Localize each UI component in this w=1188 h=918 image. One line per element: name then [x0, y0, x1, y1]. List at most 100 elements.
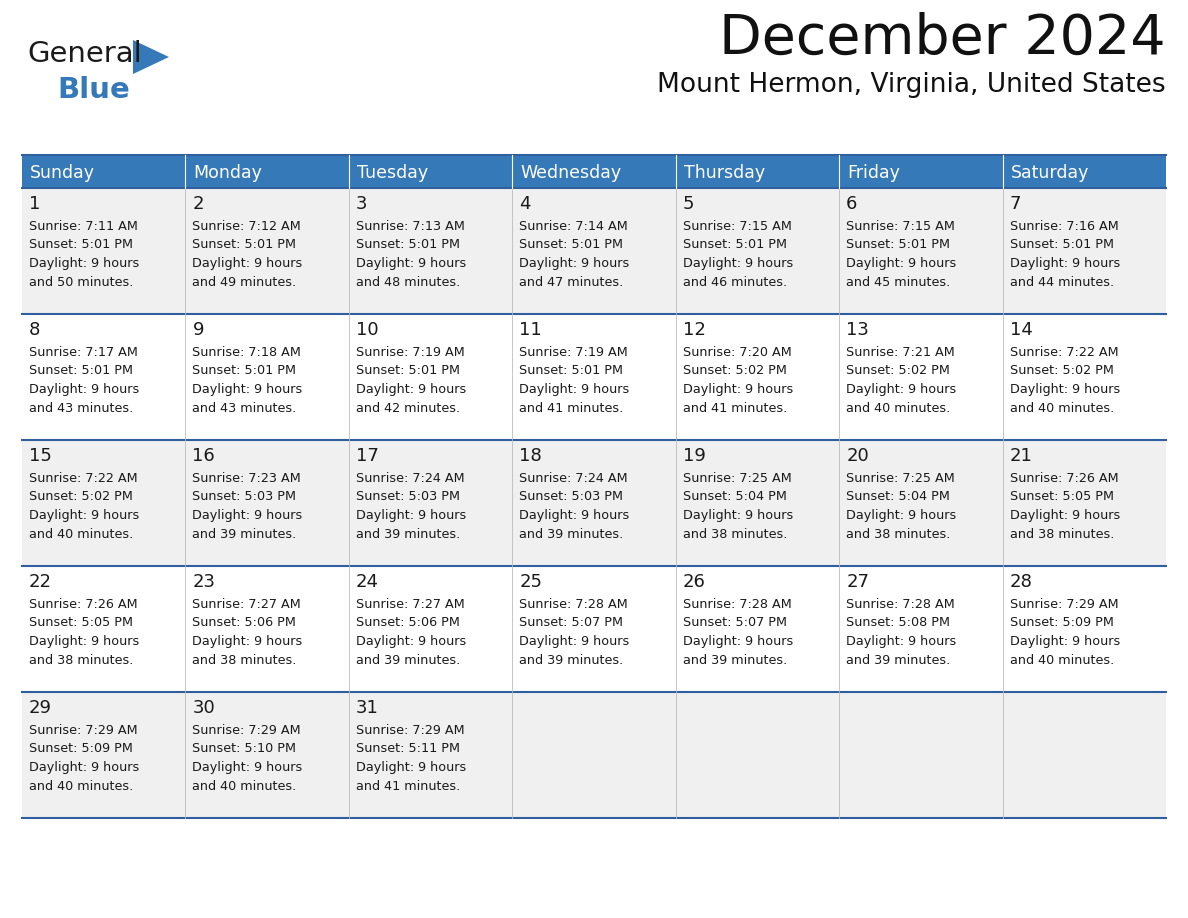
Text: Sunset: 5:09 PM: Sunset: 5:09 PM: [29, 743, 133, 756]
Text: 8: 8: [29, 321, 40, 339]
Text: Daylight: 9 hours: Daylight: 9 hours: [683, 257, 792, 270]
Text: Daylight: 9 hours: Daylight: 9 hours: [519, 635, 630, 648]
Text: Sunrise: 7:28 AM: Sunrise: 7:28 AM: [519, 598, 628, 611]
Text: Daylight: 9 hours: Daylight: 9 hours: [846, 635, 956, 648]
Text: 19: 19: [683, 447, 706, 465]
Text: and 44 minutes.: and 44 minutes.: [1010, 275, 1113, 288]
Text: Sunrise: 7:22 AM: Sunrise: 7:22 AM: [1010, 346, 1118, 359]
Text: and 47 minutes.: and 47 minutes.: [519, 275, 624, 288]
Text: and 40 minutes.: and 40 minutes.: [1010, 401, 1114, 415]
Bar: [23, 440, 1165, 566]
Text: Sunset: 5:01 PM: Sunset: 5:01 PM: [29, 364, 133, 377]
Text: Sunrise: 7:16 AM: Sunrise: 7:16 AM: [1010, 220, 1118, 233]
Text: Sunset: 5:06 PM: Sunset: 5:06 PM: [356, 617, 460, 630]
Text: 17: 17: [356, 447, 379, 465]
Text: Daylight: 9 hours: Daylight: 9 hours: [29, 257, 139, 270]
Text: 13: 13: [846, 321, 868, 339]
Text: 18: 18: [519, 447, 542, 465]
Text: Sunrise: 7:28 AM: Sunrise: 7:28 AM: [683, 598, 791, 611]
Text: and 48 minutes.: and 48 minutes.: [356, 275, 460, 288]
Text: Sunrise: 7:23 AM: Sunrise: 7:23 AM: [192, 472, 302, 485]
Text: and 43 minutes.: and 43 minutes.: [192, 401, 297, 415]
Text: Daylight: 9 hours: Daylight: 9 hours: [1010, 257, 1120, 270]
Bar: [512, 155, 676, 188]
Text: and 38 minutes.: and 38 minutes.: [192, 654, 297, 666]
Text: Sunrise: 7:27 AM: Sunrise: 7:27 AM: [356, 598, 465, 611]
Text: Daylight: 9 hours: Daylight: 9 hours: [356, 761, 466, 774]
Text: Sunrise: 7:13 AM: Sunrise: 7:13 AM: [356, 220, 465, 233]
Text: Daylight: 9 hours: Daylight: 9 hours: [356, 257, 466, 270]
Text: and 50 minutes.: and 50 minutes.: [29, 275, 133, 288]
Text: Saturday: Saturday: [1011, 163, 1089, 182]
Text: Sunrise: 7:27 AM: Sunrise: 7:27 AM: [192, 598, 302, 611]
Text: Sunset: 5:08 PM: Sunset: 5:08 PM: [846, 617, 950, 630]
Text: Sunset: 5:02 PM: Sunset: 5:02 PM: [29, 490, 133, 503]
Text: Sunset: 5:01 PM: Sunset: 5:01 PM: [846, 239, 950, 252]
Text: Sunset: 5:03 PM: Sunset: 5:03 PM: [192, 490, 297, 503]
Text: 31: 31: [356, 699, 379, 717]
Text: and 49 minutes.: and 49 minutes.: [192, 275, 297, 288]
Text: Sunrise: 7:26 AM: Sunrise: 7:26 AM: [29, 598, 138, 611]
Text: Daylight: 9 hours: Daylight: 9 hours: [192, 257, 303, 270]
Text: 11: 11: [519, 321, 542, 339]
Text: Monday: Monday: [194, 163, 263, 182]
Text: Sunrise: 7:25 AM: Sunrise: 7:25 AM: [846, 472, 955, 485]
Text: Sunset: 5:03 PM: Sunset: 5:03 PM: [519, 490, 624, 503]
Text: Daylight: 9 hours: Daylight: 9 hours: [846, 383, 956, 396]
Text: Sunset: 5:06 PM: Sunset: 5:06 PM: [192, 617, 296, 630]
Text: Friday: Friday: [847, 163, 901, 182]
Text: Sunrise: 7:14 AM: Sunrise: 7:14 AM: [519, 220, 628, 233]
Bar: [185, 155, 349, 188]
Text: Sunrise: 7:29 AM: Sunrise: 7:29 AM: [192, 724, 301, 737]
Text: 4: 4: [519, 195, 531, 213]
Text: Sunday: Sunday: [27, 37, 32, 38]
Text: Daylight: 9 hours: Daylight: 9 hours: [1010, 509, 1120, 522]
Text: Sunrise: 7:25 AM: Sunrise: 7:25 AM: [683, 472, 791, 485]
Text: Sunrise: 7:19 AM: Sunrise: 7:19 AM: [519, 346, 628, 359]
Text: Daylight: 9 hours: Daylight: 9 hours: [846, 257, 956, 270]
Text: and 39 minutes.: and 39 minutes.: [683, 654, 786, 666]
Text: Daylight: 9 hours: Daylight: 9 hours: [192, 635, 303, 648]
Text: and 45 minutes.: and 45 minutes.: [846, 275, 950, 288]
Text: 27: 27: [846, 573, 870, 591]
Text: Sunrise: 7:12 AM: Sunrise: 7:12 AM: [192, 220, 302, 233]
Bar: [23, 692, 1165, 818]
Text: Sunset: 5:01 PM: Sunset: 5:01 PM: [356, 239, 460, 252]
Text: Sunrise: 7:19 AM: Sunrise: 7:19 AM: [356, 346, 465, 359]
Text: Daylight: 9 hours: Daylight: 9 hours: [29, 509, 139, 522]
Text: 1: 1: [29, 195, 40, 213]
Text: Daylight: 9 hours: Daylight: 9 hours: [29, 383, 139, 396]
Text: Sunset: 5:03 PM: Sunset: 5:03 PM: [356, 490, 460, 503]
Polygon shape: [133, 40, 169, 74]
Text: Sunset: 5:01 PM: Sunset: 5:01 PM: [356, 364, 460, 377]
Text: 24: 24: [356, 573, 379, 591]
Text: Sunset: 5:05 PM: Sunset: 5:05 PM: [29, 617, 133, 630]
Text: and 42 minutes.: and 42 minutes.: [356, 401, 460, 415]
Text: and 46 minutes.: and 46 minutes.: [683, 275, 786, 288]
Text: and 38 minutes.: and 38 minutes.: [29, 654, 133, 666]
Text: Daylight: 9 hours: Daylight: 9 hours: [683, 635, 792, 648]
Text: and 41 minutes.: and 41 minutes.: [683, 401, 786, 415]
Text: 3: 3: [356, 195, 367, 213]
Text: 22: 22: [29, 573, 52, 591]
Text: and 38 minutes.: and 38 minutes.: [1010, 528, 1114, 541]
Bar: [23, 314, 1165, 440]
Text: Daylight: 9 hours: Daylight: 9 hours: [356, 383, 466, 396]
Text: and 39 minutes.: and 39 minutes.: [356, 528, 460, 541]
Text: and 39 minutes.: and 39 minutes.: [519, 528, 624, 541]
Text: Daylight: 9 hours: Daylight: 9 hours: [1010, 383, 1120, 396]
Text: Sunrise: 7:29 AM: Sunrise: 7:29 AM: [29, 724, 138, 737]
Text: Sunrise: 7:20 AM: Sunrise: 7:20 AM: [683, 346, 791, 359]
Text: 10: 10: [356, 321, 379, 339]
Text: and 40 minutes.: and 40 minutes.: [29, 779, 133, 792]
Text: Sunset: 5:01 PM: Sunset: 5:01 PM: [29, 239, 133, 252]
Text: Daylight: 9 hours: Daylight: 9 hours: [1010, 635, 1120, 648]
Text: Mount Hermon, Virginia, United States: Mount Hermon, Virginia, United States: [657, 72, 1165, 98]
Text: Sunrise: 7:11 AM: Sunrise: 7:11 AM: [29, 220, 138, 233]
Bar: [349, 155, 512, 188]
Text: 30: 30: [192, 699, 215, 717]
Text: Sunrise: 7:22 AM: Sunrise: 7:22 AM: [29, 472, 138, 485]
Text: and 41 minutes.: and 41 minutes.: [519, 401, 624, 415]
Text: 21: 21: [1010, 447, 1032, 465]
Text: Sunrise: 7:18 AM: Sunrise: 7:18 AM: [192, 346, 302, 359]
